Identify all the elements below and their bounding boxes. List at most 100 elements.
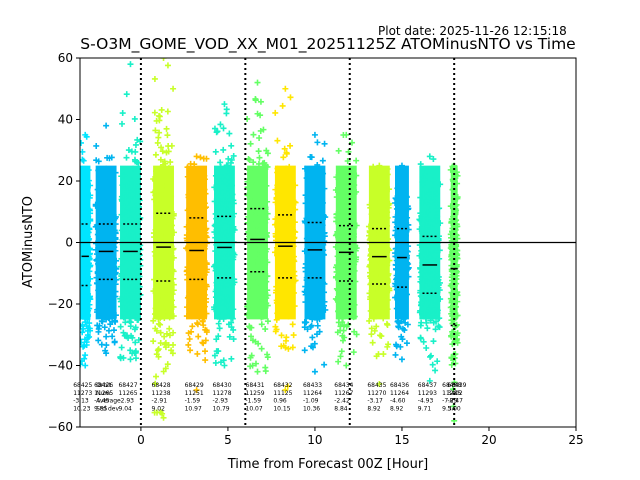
y-tick-label: 40: [58, 113, 73, 127]
scatter-point: [398, 216, 405, 223]
scatter-point: [157, 329, 164, 336]
scatter-point: [292, 199, 299, 206]
scatter-point: [259, 313, 266, 320]
scatter-point: [423, 314, 430, 321]
scatter-point: [301, 347, 308, 354]
scatter-point: [427, 352, 434, 359]
scatter-point: [314, 174, 321, 181]
scatter-point: [98, 305, 105, 312]
scatter-point: [248, 245, 255, 252]
orbit-series-68428: [150, 58, 177, 421]
scatter-point: [332, 274, 339, 281]
stat-average-68429: -1.59: [185, 398, 201, 405]
scatter-point: [185, 341, 192, 348]
scatter-point: [152, 252, 159, 259]
scatter-point: [309, 259, 316, 266]
scatter-point: [224, 302, 231, 309]
scatter-point: [109, 199, 116, 206]
x-tick-label: 15: [394, 433, 409, 447]
scatter-point: [80, 343, 87, 350]
scatter-point: [197, 285, 204, 292]
stat-average-68432: 0.96: [273, 398, 287, 405]
scatter-point: [217, 230, 224, 237]
scatter-point: [104, 202, 111, 209]
scatter-point: [381, 299, 388, 306]
scatter-point: [343, 290, 350, 297]
scatter-point: [120, 314, 127, 321]
scatter-point: [250, 310, 257, 317]
scatter-point: [321, 233, 328, 240]
scatter-point: [247, 300, 254, 307]
scatter-point: [156, 219, 163, 226]
scatter-point: [307, 229, 314, 236]
scatter-point: [336, 308, 343, 315]
scatter-point: [281, 194, 288, 201]
scatter-point: [262, 326, 269, 333]
scatter-point: [351, 301, 358, 308]
stat-average-68428: -2.91: [152, 398, 168, 405]
scatter-point: [381, 309, 388, 316]
scatter-point: [85, 325, 92, 332]
scatter-point: [112, 236, 119, 243]
scatter-point: [170, 254, 177, 261]
scatter-point: [402, 268, 409, 275]
scatter-point: [99, 300, 106, 307]
stat-count-68426: 11265: [94, 390, 113, 397]
stat-count-68432: 11125: [273, 390, 292, 397]
scatter-point: [162, 365, 169, 372]
stat-orbit-number-68437: 68437: [418, 382, 437, 389]
scatter-point: [339, 315, 346, 322]
scatter-point-extreme: [82, 362, 89, 369]
scatter-point: [246, 281, 253, 288]
scatter-point: [320, 213, 327, 220]
scatter-point: [170, 229, 177, 236]
scatter-point: [103, 333, 110, 340]
scatter-point: [170, 245, 177, 252]
scatter-point: [253, 258, 260, 265]
scatter-point: [104, 187, 111, 194]
scatter-point: [96, 251, 103, 258]
scatter-point: [348, 168, 355, 175]
scatter-point: [336, 270, 343, 277]
scatter-point: [333, 231, 340, 238]
scatter-point: [118, 344, 125, 351]
scatter-point: [164, 132, 171, 139]
scatter-point: [222, 307, 229, 314]
scatter-point: [287, 142, 294, 149]
scatter-point: [429, 281, 436, 288]
scatter-point: [98, 178, 105, 185]
scatter-point: [285, 270, 292, 277]
scatter-point: [82, 352, 89, 359]
stat-std-dev-68434: 8.84: [334, 405, 348, 412]
scatter-point-extreme: [127, 356, 134, 363]
scatter-point: [85, 177, 92, 184]
scatter-point: [384, 166, 391, 173]
scatter-point: [319, 199, 326, 206]
scatter-point: [152, 380, 159, 387]
scatter-point: [399, 336, 406, 343]
scatter-point: [367, 273, 374, 280]
scatter-point: [120, 258, 127, 265]
scatter-point: [197, 154, 204, 161]
scatter-point: [252, 195, 259, 202]
scatter-point: [402, 232, 409, 239]
scatter-point: [291, 303, 298, 310]
scatter-point: [373, 353, 380, 360]
scatter-point: [170, 303, 177, 310]
scatter-point: [372, 168, 379, 175]
scatter-point: [229, 191, 236, 198]
scatter-point: [262, 368, 269, 375]
scatter-point: [151, 75, 158, 82]
scatter-point: [98, 341, 105, 348]
scatter-point: [160, 161, 167, 168]
scatter-point: [342, 270, 349, 277]
scatter-point: [170, 281, 177, 288]
scatter-point: [417, 264, 424, 271]
scatter-point: [263, 182, 270, 189]
scatter-point: [336, 314, 343, 321]
stat-std-dev-68439: 5.00: [447, 405, 461, 412]
scatter-point: [151, 109, 158, 116]
scatter-point: [397, 343, 404, 350]
scatter-point: [384, 171, 391, 178]
scatter-point: [131, 275, 138, 282]
